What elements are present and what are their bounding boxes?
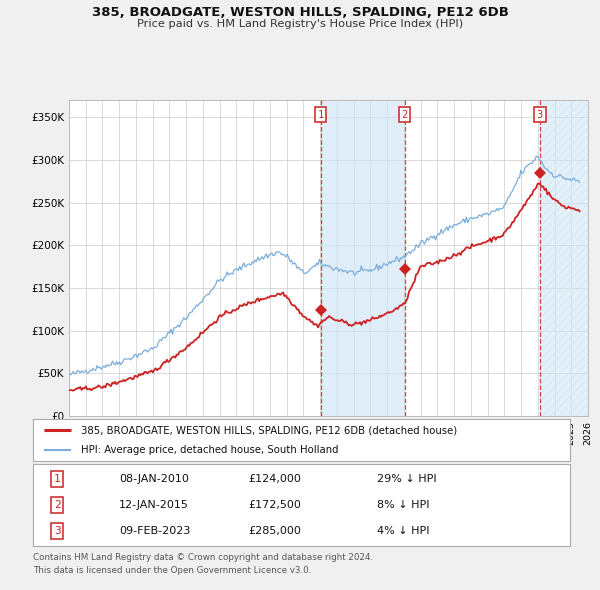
Text: This data is licensed under the Open Government Licence v3.0.: This data is licensed under the Open Gov… [33, 566, 311, 575]
Text: HPI: Average price, detached house, South Holland: HPI: Average price, detached house, Sout… [82, 445, 339, 455]
Text: 1: 1 [54, 474, 61, 484]
Text: 385, BROADGATE, WESTON HILLS, SPALDING, PE12 6DB (detached house): 385, BROADGATE, WESTON HILLS, SPALDING, … [82, 425, 458, 435]
Text: 385, BROADGATE, WESTON HILLS, SPALDING, PE12 6DB: 385, BROADGATE, WESTON HILLS, SPALDING, … [92, 6, 508, 19]
Text: 1: 1 [317, 110, 324, 120]
Text: 09-FEB-2023: 09-FEB-2023 [119, 526, 190, 536]
Text: 2: 2 [54, 500, 61, 510]
Bar [540, 100, 588, 416]
Text: £285,000: £285,000 [248, 526, 301, 536]
Text: £172,500: £172,500 [248, 500, 301, 510]
Text: 3: 3 [536, 110, 543, 120]
Text: 8% ↓ HPI: 8% ↓ HPI [377, 500, 429, 510]
Text: 2: 2 [401, 110, 407, 120]
Text: 3: 3 [54, 526, 61, 536]
Text: 08-JAN-2010: 08-JAN-2010 [119, 474, 189, 484]
Bar [320, 100, 404, 416]
Text: 12-JAN-2015: 12-JAN-2015 [119, 500, 189, 510]
Text: Contains HM Land Registry data © Crown copyright and database right 2024.: Contains HM Land Registry data © Crown c… [33, 553, 373, 562]
Text: Price paid vs. HM Land Registry's House Price Index (HPI): Price paid vs. HM Land Registry's House … [137, 19, 463, 30]
Text: 4% ↓ HPI: 4% ↓ HPI [377, 526, 429, 536]
Text: 29% ↓ HPI: 29% ↓ HPI [377, 474, 436, 484]
Text: £124,000: £124,000 [248, 474, 301, 484]
